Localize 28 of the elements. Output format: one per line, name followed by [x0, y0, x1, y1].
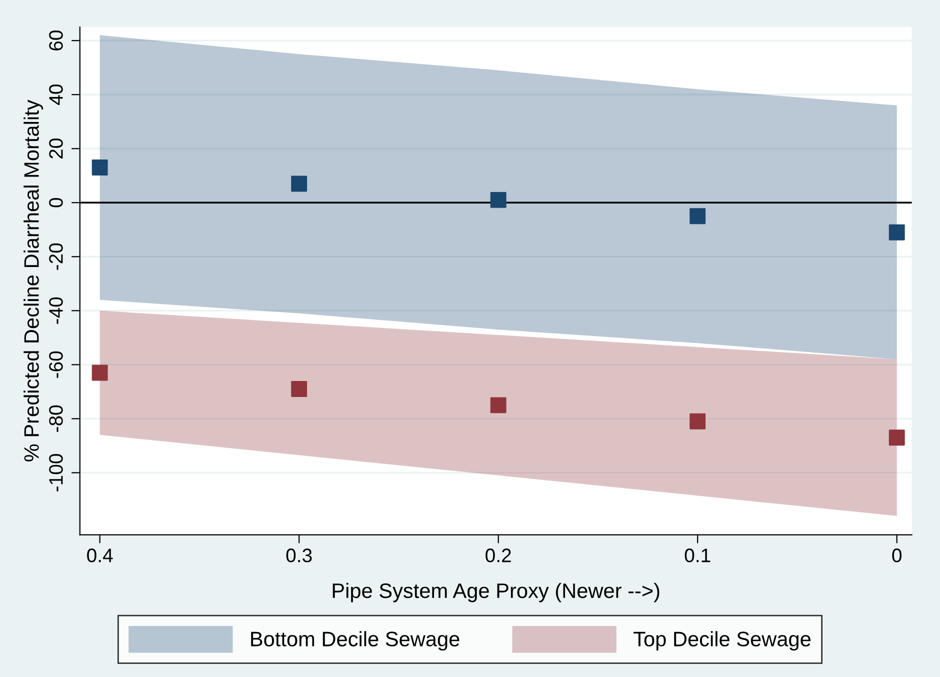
y-tick-label: -40 [49, 297, 63, 324]
point [490, 192, 506, 208]
y-tick-label: -80 [49, 405, 63, 432]
x-tick-label: 0.4 [87, 548, 113, 562]
y-tick-label: 0 [49, 198, 63, 208]
legend-label: Top Decile Sewage [634, 631, 810, 651]
point [490, 397, 506, 414]
x-tick-label: 0.3 [286, 548, 312, 562]
x-axis-title: Pipe System Age Proxy (Newer -->) [332, 582, 660, 602]
point [291, 381, 308, 397]
y-tick-label: -20 [49, 243, 63, 270]
point [291, 176, 308, 192]
x-tick-label: 0 [892, 548, 902, 562]
y-tick-label: 40 [49, 84, 63, 105]
x-tick-label: 0.2 [486, 548, 511, 562]
point [690, 413, 706, 430]
y-axis-title: % Predicted Decline Diarrheal Mortality [24, 100, 44, 462]
y-tick-label: -100 [49, 454, 63, 492]
y-tick-label: 60 [49, 30, 63, 50]
x-tick-label: 0.1 [684, 548, 710, 562]
point [690, 208, 706, 224]
point [92, 160, 108, 176]
point [888, 430, 905, 446]
y-tick-label: -60 [49, 351, 63, 378]
legend-label: Bottom Decile Sewage [251, 631, 460, 651]
point [888, 224, 905, 240]
y-tick-label: 20 [49, 138, 63, 158]
point [92, 364, 108, 381]
